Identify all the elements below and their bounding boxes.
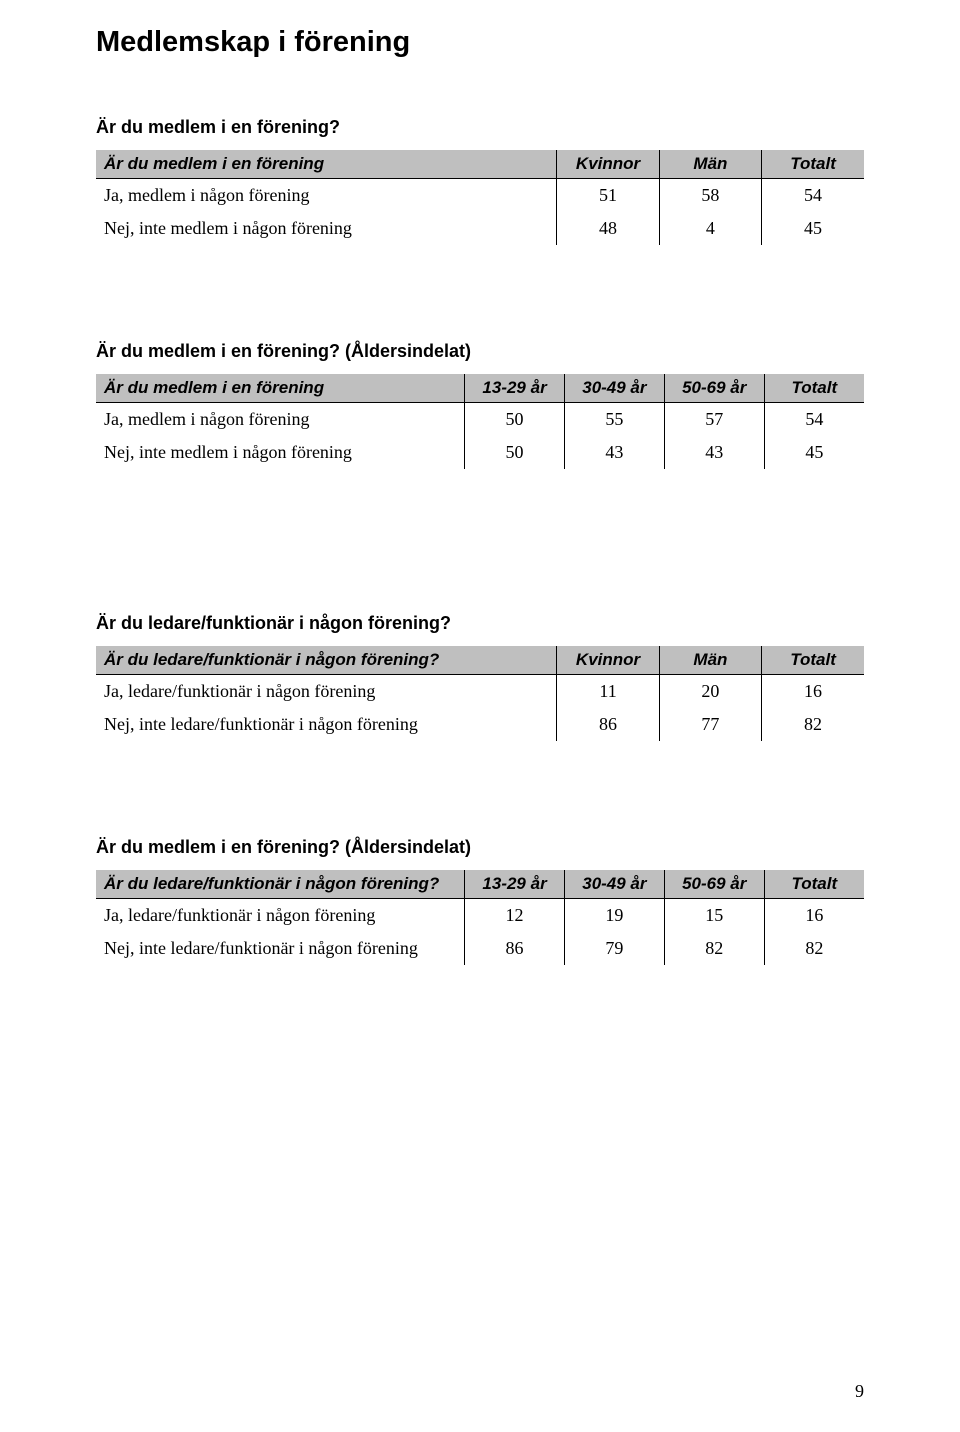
- cell-value: 43: [664, 436, 764, 469]
- table-row: Ja, ledare/funktionär i någon förening 1…: [96, 899, 864, 933]
- table-column-header: 13-29 år: [465, 870, 565, 899]
- table-leader-gender: Är du ledare/funktionär i någon förening…: [96, 646, 864, 741]
- cell-value: 54: [762, 179, 864, 213]
- cell-value: 86: [557, 708, 659, 741]
- cell-value: 82: [762, 708, 864, 741]
- table-column-header: 30-49 år: [564, 870, 664, 899]
- cell-value: 54: [764, 403, 864, 437]
- row-label: Ja, medlem i någon förening: [96, 179, 557, 213]
- cell-value: 77: [659, 708, 761, 741]
- cell-value: 51: [557, 179, 659, 213]
- cell-value: 50: [465, 436, 565, 469]
- table-column-header: 13-29 år: [465, 374, 565, 403]
- table-row: Nej, inte ledare/funktionär i någon före…: [96, 708, 864, 741]
- table-member-age: Är du medlem i en förening 13-29 år 30-4…: [96, 374, 864, 469]
- row-label: Ja, ledare/funktionär i någon förening: [96, 675, 557, 709]
- table-column-header: Totalt: [762, 150, 864, 179]
- table-column-header: Män: [659, 646, 761, 675]
- table-row: Ja, ledare/funktionär i någon förening 1…: [96, 675, 864, 709]
- cell-value: 43: [564, 436, 664, 469]
- cell-value: 4: [659, 212, 761, 245]
- table-column-header: Män: [659, 150, 761, 179]
- table-row: Nej, inte ledare/funktionär i någon före…: [96, 932, 864, 965]
- table-row: Ja, medlem i någon förening 51 58 54: [96, 179, 864, 213]
- row-label: Ja, ledare/funktionär i någon förening: [96, 899, 465, 933]
- cell-value: 82: [764, 932, 864, 965]
- cell-value: 11: [557, 675, 659, 709]
- table-row: Nej, inte medlem i någon förening 50 43 …: [96, 436, 864, 469]
- table-column-header: Kvinnor: [557, 646, 659, 675]
- row-label: Nej, inte medlem i någon förening: [96, 212, 557, 245]
- page: Medlemskap i förening Är du medlem i en …: [0, 0, 960, 1432]
- cell-value: 82: [664, 932, 764, 965]
- table-header-label: Är du medlem i en förening: [96, 374, 465, 403]
- cell-value: 12: [465, 899, 565, 933]
- table-column-header: Kvinnor: [557, 150, 659, 179]
- cell-value: 45: [764, 436, 864, 469]
- table-leader-age: Är du ledare/funktionär i någon förening…: [96, 870, 864, 965]
- row-label: Ja, medlem i någon förening: [96, 403, 465, 437]
- row-label: Nej, inte ledare/funktionär i någon före…: [96, 708, 557, 741]
- page-title: Medlemskap i förening: [96, 26, 864, 59]
- table-row: Nej, inte medlem i någon förening 48 4 4…: [96, 212, 864, 245]
- table-header-label: Är du medlem i en förening: [96, 150, 557, 179]
- cell-value: 86: [465, 932, 565, 965]
- spacer: [96, 741, 864, 789]
- section-heading: Är du medlem i en förening?: [96, 117, 864, 138]
- table-member-gender: Är du medlem i en förening Kvinnor Män T…: [96, 150, 864, 245]
- row-label: Nej, inte medlem i någon förening: [96, 436, 465, 469]
- table-row: Ja, medlem i någon förening 50 55 57 54: [96, 403, 864, 437]
- cell-value: 79: [564, 932, 664, 965]
- table-column-header: Totalt: [762, 646, 864, 675]
- table-header-row: Är du ledare/funktionär i någon förening…: [96, 870, 864, 899]
- cell-value: 20: [659, 675, 761, 709]
- cell-value: 58: [659, 179, 761, 213]
- table-column-header: 50-69 år: [664, 870, 764, 899]
- table-header-row: Är du medlem i en förening 13-29 år 30-4…: [96, 374, 864, 403]
- cell-value: 45: [762, 212, 864, 245]
- page-number: 9: [855, 1381, 864, 1402]
- cell-value: 50: [465, 403, 565, 437]
- table-header-row: Är du medlem i en förening Kvinnor Män T…: [96, 150, 864, 179]
- cell-value: 16: [764, 899, 864, 933]
- cell-value: 19: [564, 899, 664, 933]
- cell-value: 16: [762, 675, 864, 709]
- spacer: [96, 245, 864, 293]
- table-header-row: Är du ledare/funktionär i någon förening…: [96, 646, 864, 675]
- cell-value: 57: [664, 403, 764, 437]
- row-label: Nej, inte ledare/funktionär i någon före…: [96, 932, 465, 965]
- cell-value: 15: [664, 899, 764, 933]
- table-column-header: 50-69 år: [664, 374, 764, 403]
- cell-value: 48: [557, 212, 659, 245]
- table-column-header: 30-49 år: [564, 374, 664, 403]
- cell-value: 55: [564, 403, 664, 437]
- table-column-header: Totalt: [764, 374, 864, 403]
- table-header-label: Är du ledare/funktionär i någon förening…: [96, 646, 557, 675]
- section-heading: Är du medlem i en förening? (Åldersindel…: [96, 341, 864, 362]
- spacer: [96, 469, 864, 565]
- table-column-header: Totalt: [764, 870, 864, 899]
- table-header-label: Är du ledare/funktionär i någon förening…: [96, 870, 465, 899]
- section-heading: Är du ledare/funktionär i någon förening…: [96, 613, 864, 634]
- section-heading: Är du medlem i en förening? (Åldersindel…: [96, 837, 864, 858]
